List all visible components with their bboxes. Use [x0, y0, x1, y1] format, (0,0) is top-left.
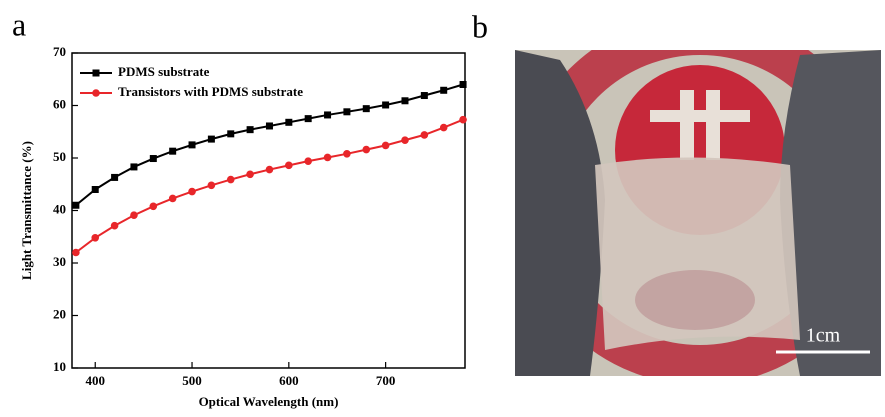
x-tick-label: 400 [85, 373, 105, 388]
marker [343, 150, 351, 158]
marker [188, 141, 196, 149]
legend-label: Transistors with PDMS substrate [118, 84, 303, 99]
marker [72, 248, 80, 257]
marker [246, 126, 254, 134]
marker [91, 234, 100, 242]
marker [207, 181, 216, 190]
marker [168, 194, 177, 203]
marker [285, 118, 293, 126]
marker [420, 92, 428, 100]
y-tick-label: 50 [53, 149, 66, 164]
marker [265, 165, 274, 174]
legend-label: PDMS substrate [118, 64, 210, 79]
marker [420, 131, 429, 139]
marker [246, 170, 254, 179]
marker [149, 155, 157, 163]
marker [130, 163, 138, 171]
y-tick-label: 40 [53, 201, 66, 216]
legend-marker [92, 89, 100, 97]
marker [285, 161, 293, 170]
marker [227, 130, 235, 138]
y-tick-label: 10 [53, 359, 66, 374]
marker [111, 173, 119, 181]
marker [304, 115, 312, 123]
y-tick-label: 60 [53, 96, 66, 111]
y-tick-label: 70 [53, 44, 66, 59]
marker [265, 122, 273, 130]
x-axis-label: Optical Wavelength (nm) [199, 394, 339, 409]
plot: 10 20 30 40 50 60 70 400 500 600 700 Optical Wavele… [19, 44, 467, 409]
x-tick-label: 700 [376, 373, 396, 388]
legend-marker [92, 69, 100, 77]
marker [207, 135, 215, 143]
marker [439, 123, 448, 132]
x-tick-label: 500 [182, 373, 202, 388]
marker [72, 201, 80, 209]
marker [459, 81, 467, 88]
scale-label: 1cm [806, 325, 841, 347]
marker [226, 175, 235, 184]
y-tick-label: 30 [53, 254, 66, 269]
marker [323, 153, 332, 162]
marker [401, 136, 409, 144]
x-tick-label: 600 [279, 373, 299, 388]
marker [169, 147, 177, 155]
marker [362, 145, 371, 154]
marker [362, 105, 370, 113]
photo: 1cm [515, 50, 881, 376]
marker [343, 108, 351, 116]
marker [324, 111, 332, 119]
marker [381, 141, 390, 150]
marker [459, 115, 467, 124]
y-axis-label: Light Transmittance (%) [19, 141, 34, 280]
y-tick-label: 20 [53, 306, 66, 321]
marker [91, 186, 99, 193]
marker [304, 157, 312, 165]
marker [188, 187, 196, 196]
marker [440, 86, 448, 94]
marker [382, 101, 390, 109]
marker [130, 211, 138, 220]
marker [110, 221, 119, 230]
marker [401, 97, 409, 105]
marker [149, 202, 158, 211]
panel-label: a [12, 6, 26, 42]
panel-label: b [472, 8, 488, 44]
